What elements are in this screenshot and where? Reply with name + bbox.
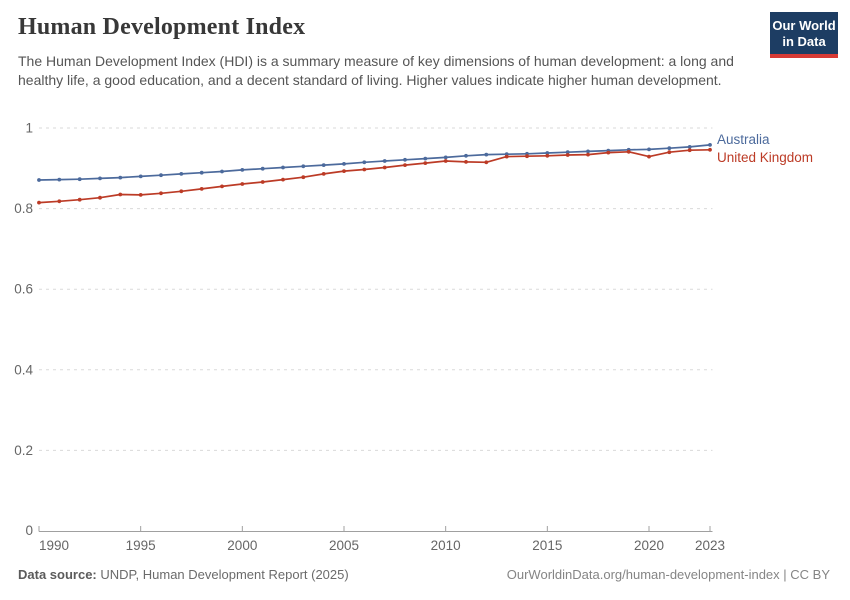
data-point <box>362 160 367 165</box>
data-point <box>464 153 468 158</box>
data-point <box>321 163 326 168</box>
data-point <box>199 170 204 175</box>
chart-subtitle: The Human Development Index (HDI) is a s… <box>18 53 734 88</box>
data-point <box>37 178 41 182</box>
data-point <box>98 176 102 181</box>
data-point <box>484 160 489 165</box>
data-point <box>37 200 41 205</box>
x-tick-label-2005: 2005 <box>329 538 359 553</box>
y-tick-label-0: 0 <box>25 523 33 538</box>
data-point <box>606 150 611 155</box>
data-point <box>220 184 224 189</box>
y-tick-label-0.4: 0.4 <box>14 362 33 377</box>
data-point <box>667 146 672 151</box>
data-point <box>301 175 306 180</box>
data-point <box>484 152 489 157</box>
data-point <box>77 177 82 182</box>
data-point <box>199 187 204 191</box>
data-point <box>504 154 509 159</box>
chart-footer: Data source: UNDP, Human Development Rep… <box>18 567 830 582</box>
x-tick-label-1990: 1990 <box>39 538 69 553</box>
data-point <box>423 161 428 166</box>
data-point <box>626 149 631 154</box>
owid-logo-line2: in Data <box>782 33 826 49</box>
legend-label-australia[interactable]: Australia <box>717 132 770 147</box>
x-tick-label-2000: 2000 <box>227 538 257 553</box>
data-point <box>687 148 692 153</box>
data-point <box>77 197 82 202</box>
data-point <box>545 151 550 155</box>
data-point <box>403 157 407 162</box>
data-point <box>281 165 285 170</box>
data-point <box>342 162 346 166</box>
data-point <box>382 165 387 170</box>
data-point <box>423 156 428 161</box>
data-point <box>57 177 62 182</box>
data-point <box>586 149 590 154</box>
data-point <box>403 163 407 168</box>
data-point <box>301 164 306 169</box>
data-point <box>57 199 62 204</box>
line-united-kingdom <box>38 148 711 204</box>
line-australia <box>38 144 711 181</box>
data-point <box>647 147 651 152</box>
data-point <box>240 168 245 172</box>
data-point <box>545 153 550 158</box>
data-point <box>667 150 672 155</box>
owid-logo: Our World in Data <box>770 12 838 58</box>
data-point <box>98 195 102 200</box>
data-point <box>443 155 448 160</box>
data-point <box>240 182 245 186</box>
data-point <box>260 180 265 184</box>
data-point <box>321 172 326 176</box>
x-tick-label-2015: 2015 <box>532 538 562 553</box>
data-source-label: Data source: <box>18 567 97 582</box>
data-point <box>281 177 285 182</box>
data-point <box>647 154 651 159</box>
data-point <box>443 159 448 163</box>
data-point <box>708 143 712 147</box>
y-tick-label-1: 1 <box>25 121 33 136</box>
x-tick-label-2010: 2010 <box>431 538 461 553</box>
x-tick-label-2020: 2020 <box>634 538 664 553</box>
data-source: Data source: UNDP, Human Development Rep… <box>18 567 349 582</box>
data-point <box>586 152 590 157</box>
legend-label-united-kingdom[interactable]: United Kingdom <box>717 150 813 165</box>
y-tick-label-0.8: 0.8 <box>14 201 33 216</box>
data-point <box>138 193 143 197</box>
data-point <box>179 172 184 176</box>
data-point <box>159 173 163 178</box>
data-point <box>565 150 570 155</box>
page-title: Human Development Index <box>18 14 306 40</box>
data-point <box>708 147 712 152</box>
data-point <box>118 192 123 197</box>
owid-logo-line1: Our World <box>772 18 836 33</box>
data-point <box>138 174 143 179</box>
data-point <box>179 189 184 194</box>
data-point <box>382 159 387 163</box>
x-tick-label-1995: 1995 <box>126 538 156 553</box>
data-point <box>464 160 468 164</box>
data-point <box>220 169 224 174</box>
data-point <box>362 167 367 172</box>
data-point <box>260 166 265 171</box>
data-point <box>687 145 692 149</box>
data-source-text: UNDP, Human Development Report (2025) <box>100 567 349 582</box>
x-tick-label-2023: 2023 <box>695 538 725 553</box>
data-point <box>525 154 529 159</box>
credit-line[interactable]: OurWorldinData.org/human-development-ind… <box>506 567 830 582</box>
data-point <box>118 175 123 180</box>
data-point <box>565 153 570 157</box>
data-point <box>159 191 163 196</box>
data-point <box>342 169 346 174</box>
y-tick-label-0.6: 0.6 <box>14 282 33 297</box>
y-tick-label-0.2: 0.2 <box>14 443 33 458</box>
